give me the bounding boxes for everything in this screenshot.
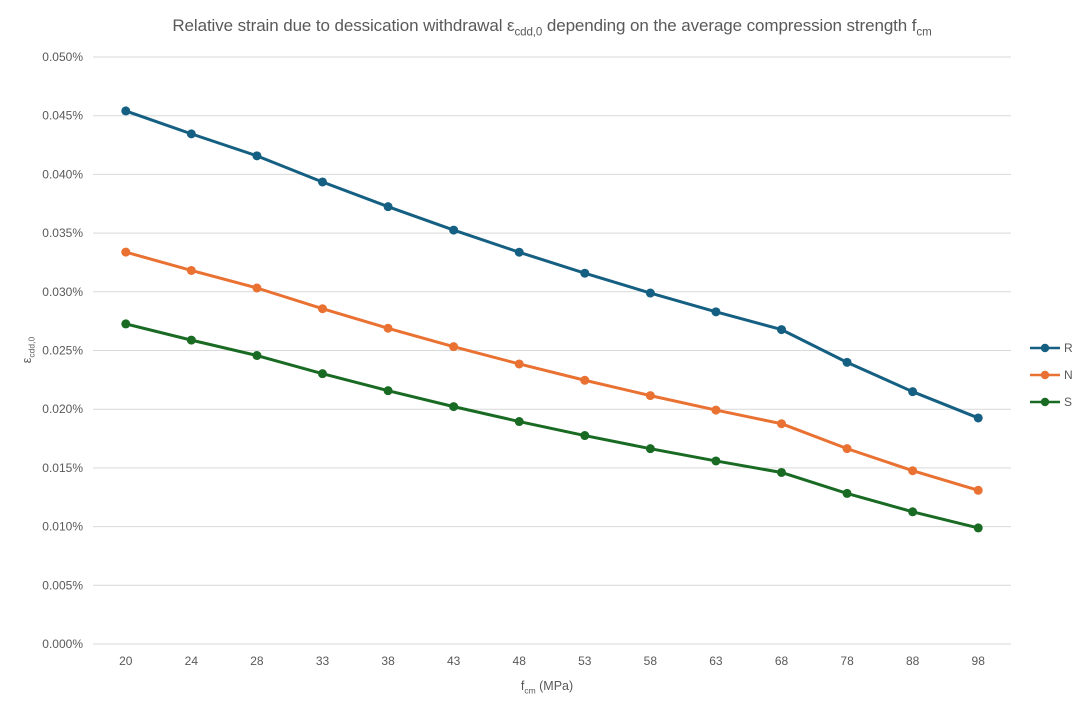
data-point-N [908, 466, 918, 476]
y-tick-label: 0.010% [42, 520, 83, 534]
series-line-N [124, 250, 980, 492]
data-point-R [645, 288, 655, 298]
y-tick-label: 0.040% [42, 167, 83, 181]
data-point-S [383, 386, 393, 396]
data-point-R [777, 325, 786, 335]
y-tick-label: 0.020% [42, 402, 83, 416]
data-point-N [777, 419, 786, 429]
data-point-N [252, 283, 262, 293]
series-line-R [124, 109, 980, 420]
x-tick-label: 78 [840, 654, 854, 668]
data-point-N [121, 247, 131, 257]
data-point-S [908, 507, 918, 517]
legend-label: R [1064, 340, 1073, 355]
x-tick-label: 68 [775, 654, 789, 668]
chart-title: Relative strain due to dessication withd… [172, 16, 932, 39]
x-axis-title: fcm (MPa) [520, 679, 574, 696]
legend-marker-icon [1030, 397, 1060, 406]
y-tick-label: 0.050% [42, 50, 83, 64]
data-point-S [580, 431, 590, 441]
legend-label: S [1064, 394, 1073, 409]
data-point-N [711, 405, 721, 415]
data-point-R [842, 357, 852, 367]
y-tick-label: 0.000% [42, 637, 83, 651]
legend-item-S: S [1030, 392, 1073, 411]
x-tick-label: 43 [447, 654, 461, 668]
data-point-S [973, 523, 983, 533]
data-point-R [186, 129, 196, 139]
data-point-S [449, 402, 459, 412]
series-line-S [124, 322, 980, 530]
data-point-N [514, 359, 524, 369]
y-tick-label: 0.005% [42, 578, 83, 592]
data-point-R [908, 387, 918, 397]
data-point-R [383, 202, 393, 212]
legend-label: N [1064, 367, 1073, 382]
data-point-R [318, 177, 327, 187]
data-point-N [973, 485, 983, 495]
x-tick-label: 33 [316, 654, 330, 668]
x-tick-label: 98 [972, 654, 986, 668]
x-tick-label: 48 [513, 654, 527, 668]
legend-marker-icon [1030, 343, 1060, 352]
y-axis-title: εcdd,0 [20, 336, 37, 364]
data-point-N [842, 444, 852, 454]
chart-title-text: depending on the average compression str… [542, 16, 917, 35]
data-point-S [186, 335, 196, 345]
y-tick-label: 0.015% [42, 461, 83, 475]
y-tick-label: 0.025% [42, 344, 83, 358]
data-point-N [318, 304, 327, 314]
y-tick-label: 0.030% [42, 285, 83, 299]
chart-title-subscript: cm [916, 26, 932, 39]
chart-title-subscript: cdd,0 [514, 26, 543, 39]
data-point-S [645, 444, 655, 454]
data-point-S [842, 488, 852, 498]
data-point-R [580, 268, 590, 278]
x-axis-title-text: f [520, 679, 525, 693]
y-tick-label: 0.035% [42, 226, 83, 240]
y-tick-label: 0.045% [42, 109, 83, 123]
x-axis-title-subscript: cm [524, 685, 536, 696]
x-tick-label: 28 [250, 654, 264, 668]
x-axis-title-text: (MPa) [535, 679, 574, 693]
x-tick-label: 58 [644, 654, 658, 668]
data-point-R [121, 106, 131, 116]
data-point-S [252, 351, 262, 361]
x-tick-label: 24 [185, 654, 199, 668]
legend-item-N: N [1030, 365, 1073, 384]
data-point-N [383, 323, 393, 333]
data-point-R [252, 151, 262, 161]
x-tick-label: 38 [381, 654, 395, 668]
data-point-R [514, 247, 524, 257]
data-point-R [449, 225, 459, 235]
data-point-N [186, 265, 196, 275]
y-axis-title-subscript: cdd,0 [26, 336, 37, 358]
x-tick-label: 20 [119, 654, 133, 668]
data-point-R [973, 413, 983, 423]
data-point-S [514, 417, 524, 427]
x-tick-label: 88 [906, 654, 920, 668]
data-point-N [645, 391, 655, 401]
data-point-S [318, 369, 327, 379]
data-point-S [121, 319, 131, 329]
data-point-N [580, 375, 590, 385]
legend-item-R: R [1030, 338, 1073, 357]
data-point-S [777, 467, 786, 477]
x-tick-label: 53 [578, 654, 592, 668]
data-point-R [711, 307, 721, 317]
data-point-N [449, 342, 459, 352]
chart-title-text: Relative strain due to dessication withd… [172, 16, 515, 35]
legend-marker-icon [1030, 370, 1060, 379]
data-point-S [711, 456, 721, 466]
x-tick-label: 63 [709, 654, 723, 668]
y-axis-title-text: ε [20, 357, 34, 364]
